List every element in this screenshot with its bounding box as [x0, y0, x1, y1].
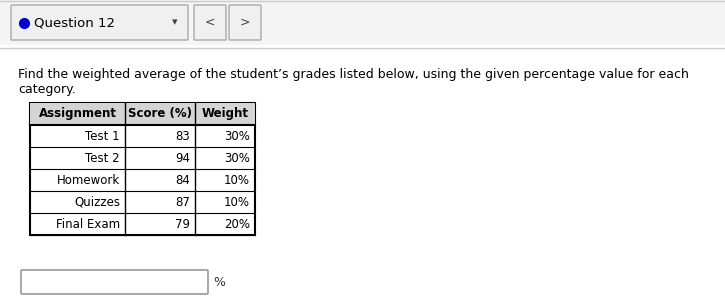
Text: ▾: ▾ [172, 17, 178, 28]
Text: Assignment: Assignment [38, 107, 117, 121]
Text: 20%: 20% [224, 218, 250, 230]
Text: Test 2: Test 2 [86, 151, 120, 165]
Text: Find the weighted average of the student’s grades listed below, using the given : Find the weighted average of the student… [18, 68, 689, 81]
Bar [30, 103, 255, 125]
Text: category.: category. [18, 83, 75, 96]
Text: Question 12: Question 12 [34, 16, 115, 29]
Text: 10%: 10% [224, 196, 250, 208]
Text: <: < [204, 16, 215, 29]
Text: Quizzes: Quizzes [74, 196, 120, 208]
Text: Final Exam: Final Exam [56, 218, 120, 230]
Text: Test 1: Test 1 [86, 129, 120, 143]
Bar [0, 0, 725, 45]
Text: 79: 79 [175, 218, 190, 230]
Text: 30%: 30% [224, 129, 250, 143]
Text: Weight: Weight [202, 107, 249, 121]
Text: 87: 87 [175, 196, 190, 208]
FancyBboxPatch shape [11, 5, 188, 40]
Text: Score (%): Score (%) [128, 107, 192, 121]
Text: 84: 84 [175, 174, 190, 186]
Text: Homework: Homework [57, 174, 120, 186]
FancyBboxPatch shape [194, 5, 226, 40]
Bar [30, 103, 255, 235]
Text: >: > [240, 16, 250, 29]
Text: 83: 83 [175, 129, 190, 143]
Text: 94: 94 [175, 151, 190, 165]
FancyBboxPatch shape [21, 270, 208, 294]
FancyBboxPatch shape [229, 5, 261, 40]
Text: %: % [213, 275, 225, 289]
Text: 10%: 10% [224, 174, 250, 186]
Text: 30%: 30% [224, 151, 250, 165]
